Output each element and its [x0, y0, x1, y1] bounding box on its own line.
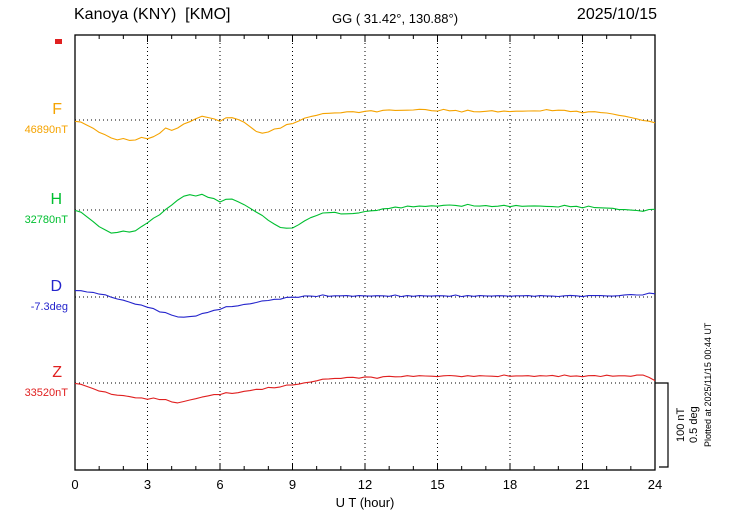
series-label-Z: Z — [52, 364, 62, 381]
x-tick-label: 6 — [216, 477, 223, 492]
x-tick-label: 15 — [430, 477, 444, 492]
trace-D — [74, 290, 656, 318]
series-label-D: D — [50, 278, 62, 295]
scale-label-deg: 0.5 deg — [688, 406, 700, 444]
scale-label-nt: 100 nT — [675, 407, 687, 443]
series-label-H: H — [50, 191, 62, 208]
plotted-timestamp-note: Plotted at 2025/11/15 00:44 UT — [703, 322, 713, 448]
x-tick-label: 18 — [503, 477, 517, 492]
series-label-F: F — [52, 101, 62, 118]
red-axis-marker — [55, 39, 62, 44]
trace-Z — [74, 374, 656, 404]
x-axis-label: U T (hour) — [335, 495, 395, 510]
geographic-coordinates: GG ( 31.42°, 130.88°) — [332, 11, 459, 26]
plot-frame — [74, 34, 656, 471]
observation-date: 2025/10/15 — [576, 6, 657, 23]
baseline-value-D: -7.3deg — [30, 301, 68, 313]
baseline-value-H: 32780nT — [24, 214, 68, 226]
x-tick-label: 0 — [71, 477, 78, 492]
x-tick-label: 9 — [289, 477, 296, 492]
station-title: Kanoya (KNY) [KMO] — [74, 6, 231, 23]
trace-F — [74, 108, 656, 141]
baseline-value-Z: 33520nT — [24, 387, 68, 399]
x-tick-label: 24 — [648, 477, 662, 492]
scale-bracket — [655, 382, 669, 468]
x-tick-label: 21 — [575, 477, 589, 492]
x-tick-label: 3 — [144, 477, 151, 492]
trace-H — [74, 193, 656, 234]
baseline-value-F: 46890nT — [24, 124, 68, 136]
x-tick-label: 12 — [358, 477, 372, 492]
